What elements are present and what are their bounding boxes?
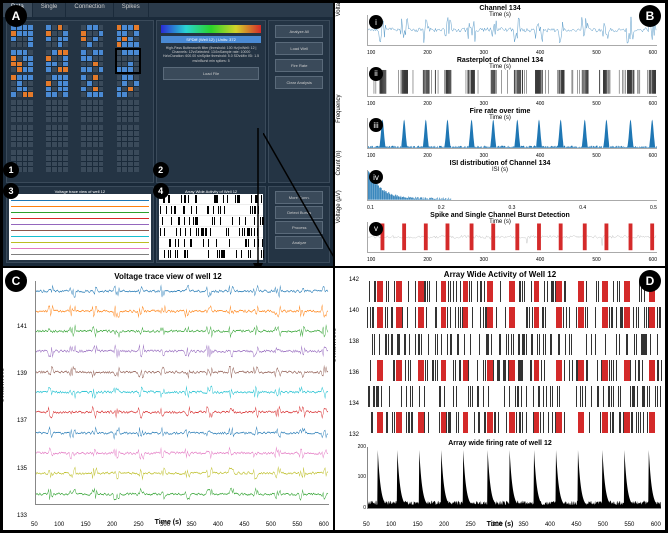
well-12[interactable]	[11, 100, 33, 122]
panel-d-rate: 0100200	[367, 447, 661, 509]
raster-mini-plot	[159, 194, 264, 260]
panel-c-voltage-trace: C Voltage trace view of well 12 Channels…	[2, 267, 334, 532]
raster-mini: 4 Array Wide Activity of Well 12	[156, 186, 267, 263]
well-2[interactable]	[81, 25, 103, 47]
well-8[interactable]	[11, 75, 33, 97]
chart-i: iChannel 134Voltage (µV)1002003004005006…	[339, 5, 661, 56]
info-text: High-Pass Butterworth filter (threshold:…	[159, 44, 264, 65]
well-17[interactable]	[46, 125, 68, 147]
panel-d-xticks: 50100150200250300350400450500550600	[363, 522, 661, 528]
well-21[interactable]	[46, 150, 68, 172]
badge-3: 3	[3, 183, 19, 199]
mini-badge-ii: ii	[369, 67, 383, 81]
chart-iv: ivISI distribution of Channel 134Count (…	[339, 160, 661, 211]
well-9[interactable]	[46, 75, 68, 97]
well-13[interactable]	[46, 100, 68, 122]
badge-2: 2	[153, 162, 169, 178]
panel-d-raster	[367, 279, 661, 436]
panel-d-title: Array Wide Activity of Well 12	[339, 270, 661, 279]
well-16[interactable]	[11, 125, 33, 147]
well-0[interactable]	[11, 25, 33, 47]
tab-single[interactable]: Single	[33, 3, 67, 17]
well-22[interactable]	[81, 150, 103, 172]
action-button-load-well[interactable]: Load Well	[275, 42, 323, 55]
badge-a: A	[5, 5, 27, 27]
well-14[interactable]	[81, 100, 103, 122]
badge-4: 4	[153, 183, 169, 199]
badge-d: D	[639, 270, 661, 292]
tab-connection[interactable]: Connection	[66, 3, 113, 17]
action-button-analyze-all[interactable]: Analyze All	[275, 25, 323, 38]
panel-c-title: Voltage trace view of well 12	[7, 272, 329, 281]
chart-v: vSpike and Single Channel Burst Detectio…	[339, 212, 661, 263]
well-5[interactable]	[46, 50, 68, 72]
voltage-trace-mini-plot	[9, 194, 151, 260]
well-4[interactable]	[11, 50, 33, 72]
load-file-button[interactable]: Load File	[163, 67, 260, 80]
mini-badge-v: v	[369, 222, 383, 236]
well-7[interactable]	[117, 50, 139, 72]
info-panel: 2 SPDiff (Well 12) | Units: 372 High-Pas…	[156, 20, 267, 183]
well-grid[interactable]	[9, 23, 151, 174]
chart-iii: iiiFire rate over timeFrequency100200300…	[339, 108, 661, 159]
tab-spikes[interactable]: Spikes	[114, 3, 149, 17]
well-18[interactable]	[81, 125, 103, 147]
panel-c-xticks: 50100150200250300350400450500550600	[31, 522, 329, 528]
tabs: Data Single Connection Spikes	[3, 3, 333, 17]
badge-b: B	[639, 5, 661, 27]
panel-b-channel-plots: B iChannel 134Voltage (µV)10020030040050…	[334, 2, 666, 267]
well-1[interactable]	[46, 25, 68, 47]
spdiff-label: SPDiff (Well 12) | Units: 372	[161, 36, 262, 43]
well-19[interactable]	[117, 125, 139, 147]
action-button-clear-analysis[interactable]: Clear Analysis	[275, 76, 323, 89]
well-11[interactable]	[117, 75, 139, 97]
action-button-fire-rate[interactable]: Fire Rate	[275, 59, 323, 72]
well-6[interactable]	[81, 50, 103, 72]
badge-c: C	[5, 270, 27, 292]
well-grid-panel: 1	[6, 20, 154, 183]
gradient-bar	[161, 25, 262, 33]
panel-d-rate-title: Array wide firing rate of well 12	[339, 440, 661, 447]
well-23[interactable]	[117, 150, 139, 172]
badge-1: 1	[3, 162, 19, 178]
mini-badge-iv: iv	[369, 170, 383, 184]
panel-d-array-activity: D Array Wide Activity of Well 12 Channel…	[334, 267, 666, 532]
well-3[interactable]	[117, 25, 139, 47]
chart-ii: iiRasterplot of Channel 1341002003004005…	[339, 57, 661, 108]
panel-c-plot	[35, 281, 329, 506]
panel-a-app-screenshot: A Data Single Connection Spikes 1 2 SPDi…	[2, 2, 334, 267]
voltage-trace-mini: 3 Voltage trace view of well 12	[6, 186, 154, 263]
mini-badge-i: i	[369, 15, 383, 29]
well-15[interactable]	[117, 100, 139, 122]
arrow-to-d	[263, 133, 334, 267]
well-10[interactable]	[81, 75, 103, 97]
